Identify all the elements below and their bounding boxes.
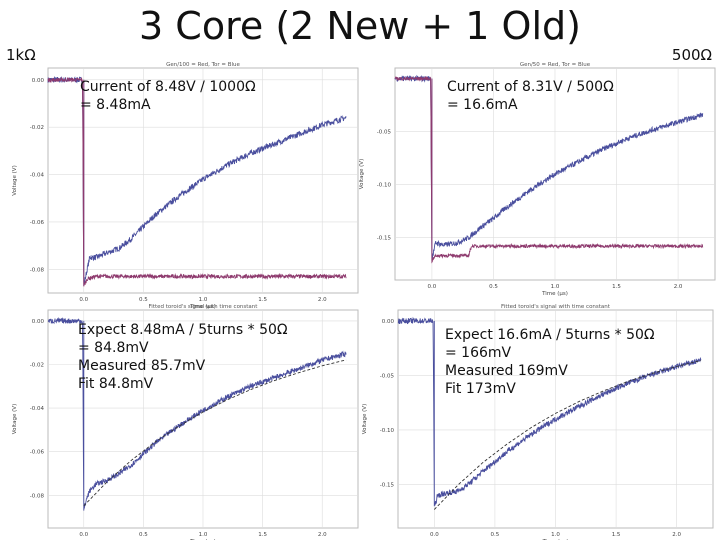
chart-top-left: 0.0 0.5 1.0 1.5 2.0 0.00 -0.02 -0.04 -0.06 -0.08 G… xyxy=(12,62,359,310)
y-tick-label: 0.00 xyxy=(32,319,45,325)
y-tick-label: -0.02 xyxy=(30,363,44,369)
note-line: Measured 85.7mV xyxy=(78,358,206,374)
x-tick-label: 1.5 xyxy=(612,284,621,290)
x-tick-label: 2.0 xyxy=(674,284,683,290)
y-tick-label: -0.05 xyxy=(377,130,392,136)
note-line: Current of 8.48V / 1000Ω xyxy=(80,79,256,95)
y-tick-label: 0.00 xyxy=(32,78,45,84)
note-line: = 84.8mV xyxy=(78,340,149,356)
y-tick-label: -0.08 xyxy=(30,493,45,499)
chart-title: Gen/50 = Red, Tor = Blue xyxy=(520,62,591,68)
note-top-right: Current of 8.31V / 500Ω = 16.6mA xyxy=(447,78,614,114)
chart-title: Fitted toroid's signal with time constan… xyxy=(501,304,611,310)
x-tick-label: 0.0 xyxy=(430,532,439,538)
x-tick-label: 0.5 xyxy=(139,297,148,303)
y-axis-label: Voltage (V) xyxy=(362,404,368,434)
note-line: = 166mV xyxy=(445,345,512,361)
x-tick-label: 1.0 xyxy=(199,532,208,538)
y-tick-label: -0.04 xyxy=(30,406,45,412)
series-line xyxy=(47,76,347,287)
x-tick-label: 1.0 xyxy=(551,532,560,538)
y-tick-label: 0.00 xyxy=(382,319,395,325)
y-tick-label: -0.10 xyxy=(377,183,392,189)
fit-line xyxy=(433,360,702,510)
y-tick-label: -0.06 xyxy=(30,450,45,456)
slide-title: 3 Core (2 New + 1 Old) xyxy=(139,4,581,48)
y-axis-label: Voltage (V) xyxy=(359,159,365,189)
y-tick-label: -0.04 xyxy=(30,173,45,179)
note-line: Expect 8.48mA / 5turns * 50Ω xyxy=(78,322,288,338)
x-tick-label: 1.5 xyxy=(612,532,621,538)
note-line: = 16.6mA xyxy=(447,97,518,113)
x-tick-label: 0.0 xyxy=(428,284,437,290)
note-line: Measured 169mV xyxy=(445,363,568,379)
chart-title: Gen/100 = Red, Tor = Blue xyxy=(166,62,240,68)
chart-bottom-left: 0.0 0.5 1.0 1.5 2.0 0.00 -0.02 -0.04 -0.06 -0.08 F… xyxy=(12,304,359,540)
chart-title: Fitted toroid's signal with time constan… xyxy=(149,304,259,310)
y-axis-label: Voltage (V) xyxy=(12,404,18,434)
x-tick-label: 1.5 xyxy=(258,297,267,303)
chart-top-right: 0.0 0.5 1.0 1.5 2.0 -0.05 -0.10 -0.15 Gen/50 = R… xyxy=(359,62,716,297)
note-line: Current of 8.31V / 500Ω xyxy=(447,79,614,95)
x-tick-label: 1.5 xyxy=(258,532,267,538)
x-tick-label: 2.0 xyxy=(318,532,327,538)
note-top-left: Current of 8.48V / 1000Ω = 8.48mA xyxy=(80,78,256,114)
note-line: = 8.48mA xyxy=(80,97,151,113)
x-axis-label: Time (µs) xyxy=(541,291,568,297)
note-line: Fit 84.8mV xyxy=(78,376,154,392)
x-tick-label: 2.0 xyxy=(672,532,681,538)
x-tick-label: 2.0 xyxy=(318,297,327,303)
y-tick-label: -0.15 xyxy=(380,482,395,488)
note-line: Fit 173mV xyxy=(445,381,516,397)
x-tick-label: 0.0 xyxy=(79,297,88,303)
note-bottom-left: Expect 8.48mA / 5turns * 50Ω = 84.8mV Me… xyxy=(78,321,288,393)
left-resistance-label: 1kΩ xyxy=(6,46,36,64)
y-tick-label: -0.02 xyxy=(30,125,44,131)
y-tick-label: -0.06 xyxy=(30,220,45,226)
x-tick-label: 1.0 xyxy=(199,297,208,303)
fit-line xyxy=(83,359,347,507)
x-tick-label: 0.5 xyxy=(491,532,500,538)
y-axis-label: Voltage (V) xyxy=(12,165,18,195)
x-tick-label: 0.5 xyxy=(489,284,498,290)
y-tick-label: -0.10 xyxy=(380,428,395,434)
x-axis-label: Time (µs) xyxy=(189,304,216,310)
y-tick-label: -0.08 xyxy=(30,267,45,273)
y-tick-label: -0.15 xyxy=(377,236,392,242)
chart-bottom-right: 0.0 0.5 1.0 1.5 2.0 0.00 -0.05 -0.10 -0.15 Fitted… xyxy=(362,304,714,540)
series-line xyxy=(394,75,704,264)
note-bottom-right: Expect 16.6mA / 5turns * 50Ω = 166mV Mea… xyxy=(445,326,655,398)
right-resistance-label: 500Ω xyxy=(671,46,712,64)
x-tick-label: 0.0 xyxy=(79,532,88,538)
note-line: Expect 16.6mA / 5turns * 50Ω xyxy=(445,327,655,343)
y-tick-label: -0.05 xyxy=(380,373,395,379)
x-tick-label: 1.0 xyxy=(551,284,560,290)
x-tick-label: 0.5 xyxy=(139,532,148,538)
